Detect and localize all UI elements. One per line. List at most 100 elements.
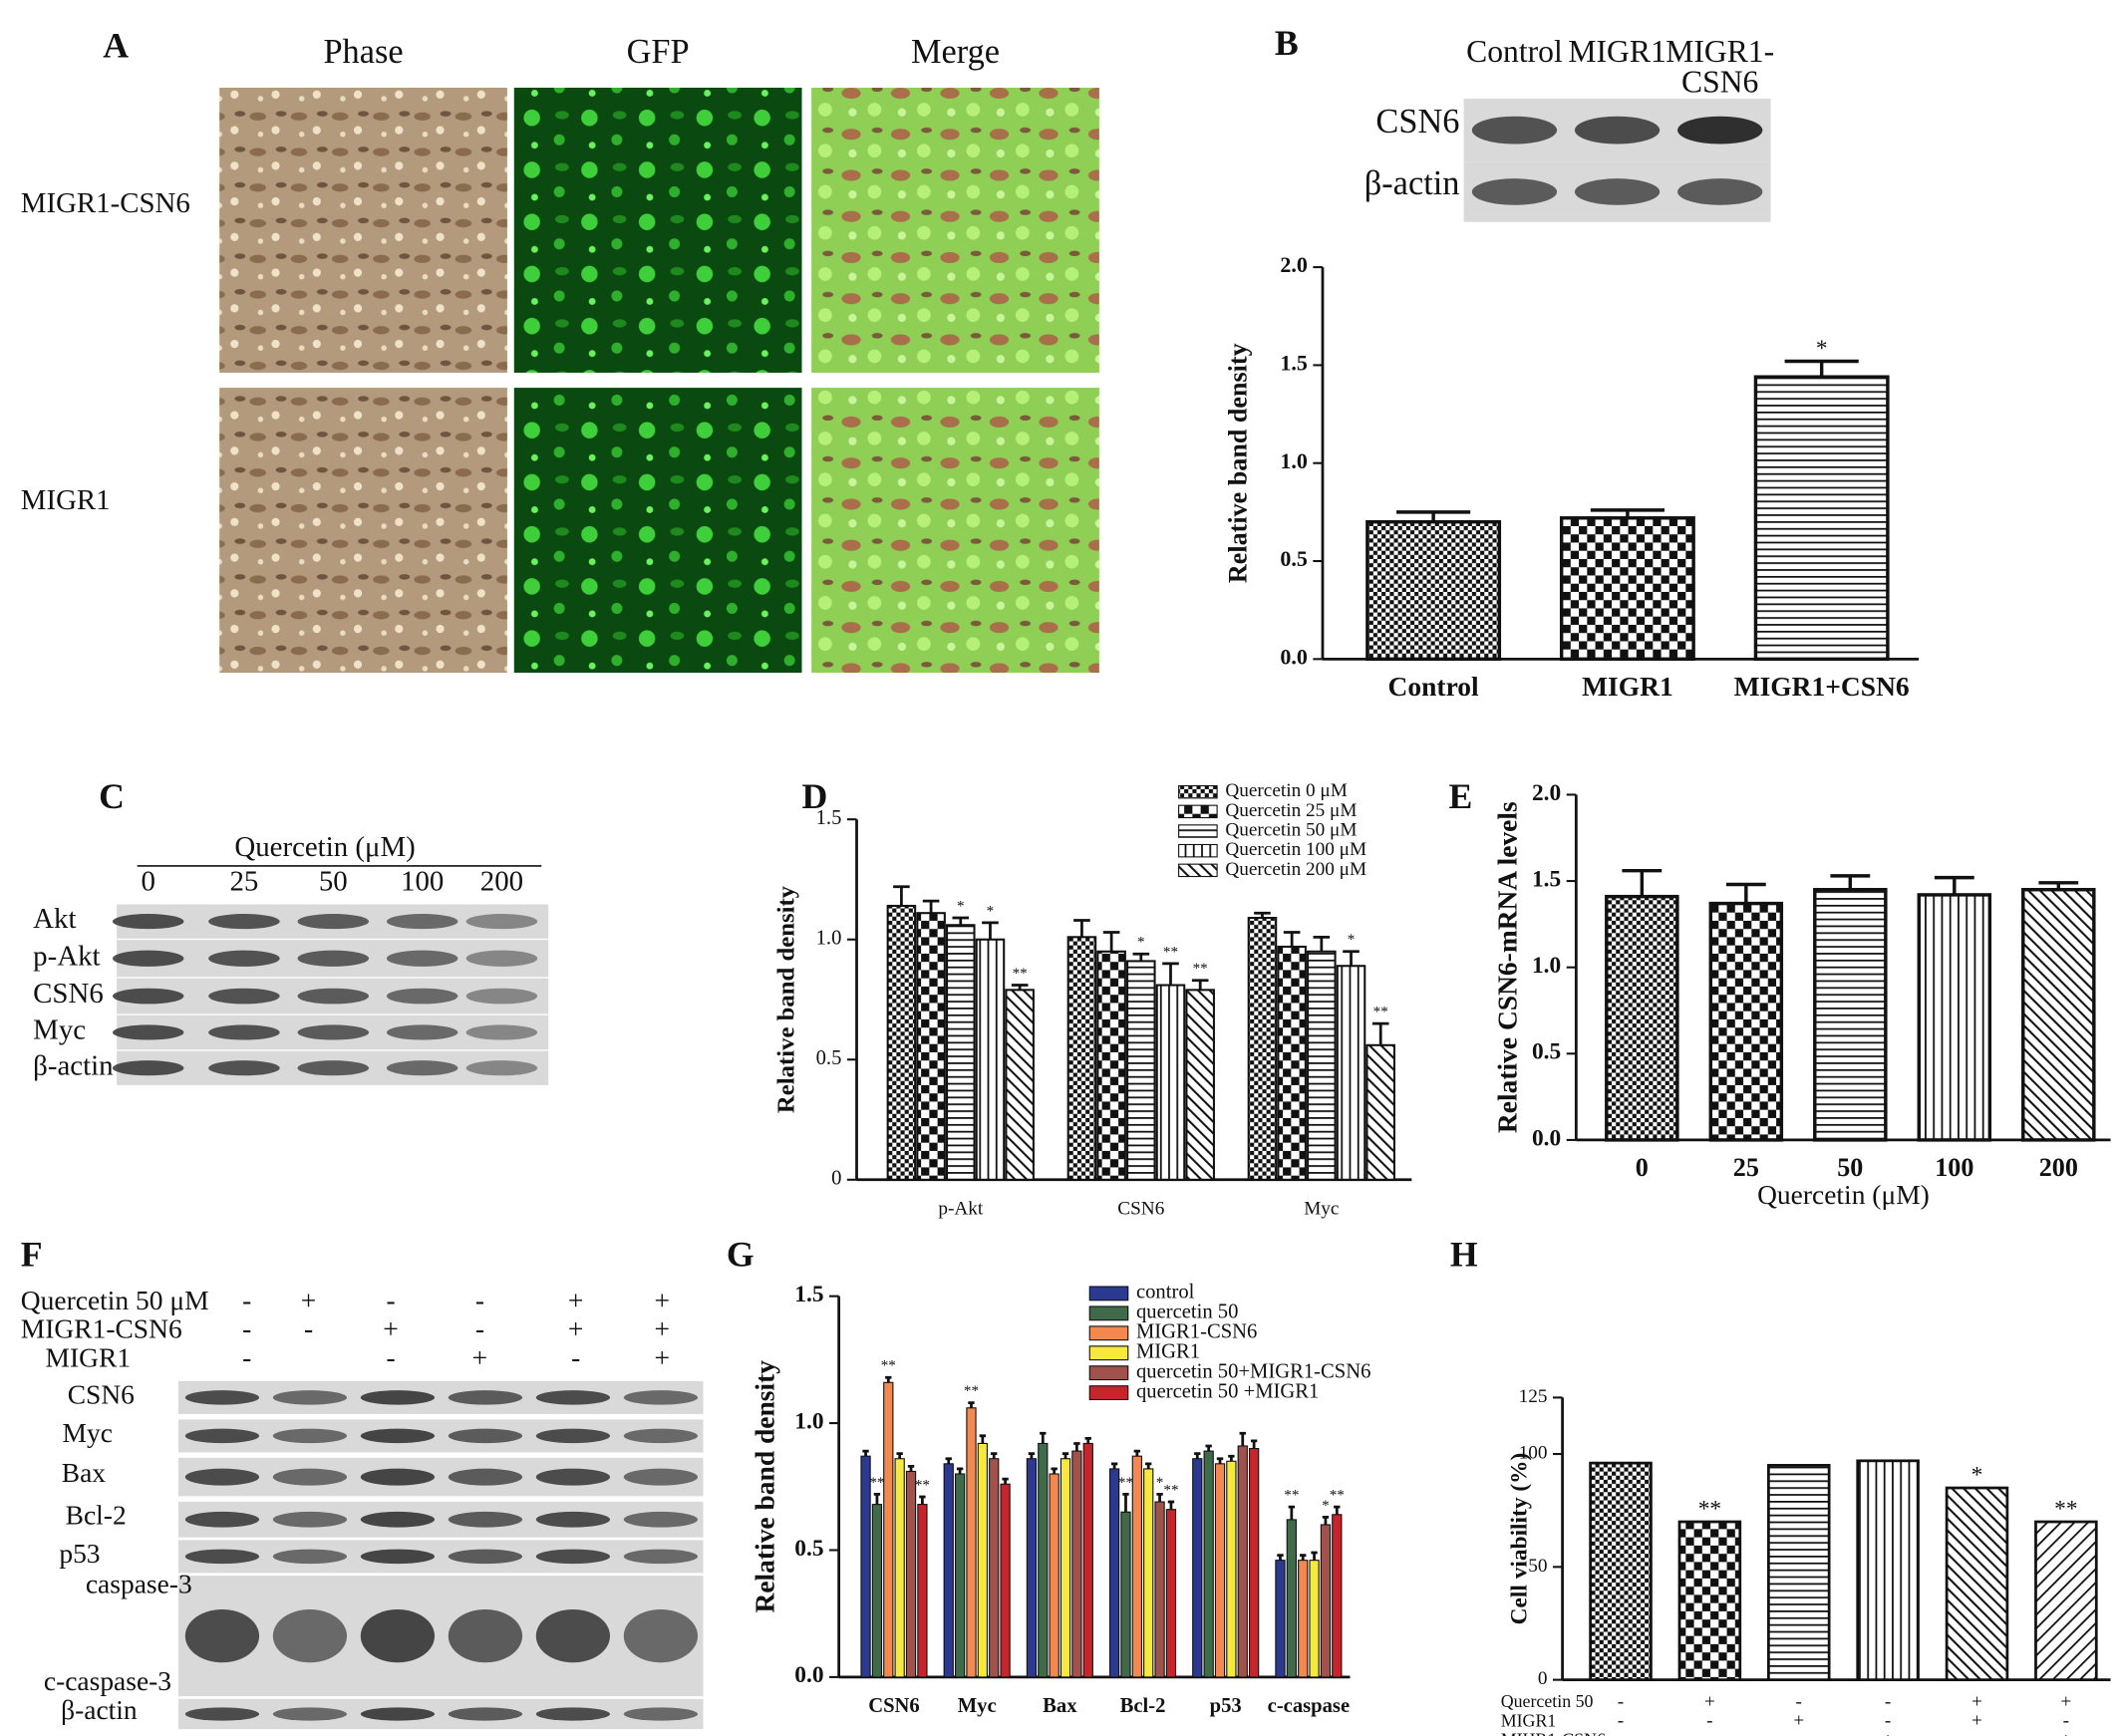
row-label: CSN6 bbox=[68, 1380, 135, 1410]
significance-label: * bbox=[1137, 935, 1145, 951]
error-bar bbox=[1228, 1454, 1235, 1462]
error-bar bbox=[873, 1493, 881, 1505]
bar bbox=[1320, 1524, 1332, 1678]
x-tick-label: Control bbox=[1388, 672, 1479, 702]
row-label: Akt bbox=[33, 903, 76, 935]
error-bar bbox=[1396, 510, 1471, 522]
error-bar bbox=[2038, 881, 2079, 890]
blot-band bbox=[623, 1390, 699, 1405]
lane-label: 200 bbox=[480, 865, 523, 897]
condition-sign: - bbox=[2063, 1711, 2069, 1732]
blot-band bbox=[386, 1060, 458, 1076]
bar bbox=[916, 912, 946, 1181]
significance-label: ** bbox=[1163, 944, 1178, 960]
legend-swatch bbox=[1178, 784, 1218, 799]
lane-label: 25 bbox=[230, 865, 259, 897]
y-tick-label: 1.0 bbox=[1532, 953, 1561, 979]
blot-band bbox=[272, 1609, 348, 1663]
blot-band bbox=[272, 1549, 348, 1565]
significance-label: ** bbox=[881, 1358, 896, 1374]
condition-label: MIGR1 bbox=[46, 1343, 132, 1373]
legend-swatch bbox=[1178, 843, 1218, 858]
condition-sign: - bbox=[571, 1343, 580, 1373]
micrograph bbox=[513, 87, 802, 373]
blot-band bbox=[272, 1390, 348, 1405]
blot-band bbox=[465, 1060, 538, 1076]
lane-label: Control bbox=[1466, 34, 1563, 69]
error-bar bbox=[1162, 962, 1179, 986]
y-tick-label: 0.0 bbox=[794, 1662, 823, 1688]
condition-sign: + bbox=[1793, 1711, 1804, 1732]
condition-sign: - bbox=[1796, 1691, 1802, 1712]
error-bar bbox=[922, 899, 940, 914]
y-tick-label: 1.5 bbox=[794, 1282, 823, 1307]
bar bbox=[1038, 1442, 1049, 1678]
legend-label: Quercetin 50 μM bbox=[1225, 819, 1357, 840]
blot-band bbox=[535, 1428, 611, 1444]
x-tick-label: p-Akt bbox=[938, 1198, 984, 1219]
lane-label: 100 bbox=[401, 865, 444, 897]
significance-label: ** bbox=[869, 1475, 884, 1491]
bar bbox=[1309, 1560, 1320, 1678]
y-axis-label: Relative band density bbox=[1223, 343, 1252, 583]
blot-band bbox=[272, 1707, 348, 1721]
condition-sign: + bbox=[2060, 1691, 2071, 1712]
x-tick-label: Bcl-2 bbox=[1120, 1695, 1166, 1717]
row-label: Myc bbox=[33, 1014, 86, 1046]
error-bar bbox=[1288, 1505, 1296, 1520]
x-tick-label: Myc bbox=[958, 1695, 997, 1717]
error-bar bbox=[1205, 1444, 1212, 1452]
condition-sign: + bbox=[472, 1343, 488, 1373]
y-tick-label: 1.0 bbox=[816, 927, 842, 949]
blot-band bbox=[184, 1468, 260, 1486]
blot-band bbox=[448, 1428, 523, 1444]
bar bbox=[905, 1470, 917, 1678]
bar bbox=[917, 1504, 928, 1678]
bar bbox=[1096, 950, 1126, 1181]
condition-sign: - bbox=[1885, 1711, 1891, 1732]
significance-label: ** bbox=[1373, 1005, 1388, 1020]
y-tick-label: 0.5 bbox=[1280, 546, 1307, 571]
blot-band bbox=[360, 1468, 436, 1486]
blot-band bbox=[208, 1024, 280, 1040]
error-bar bbox=[1311, 1551, 1318, 1561]
blot-band bbox=[272, 1428, 348, 1444]
y-tick-label: 1.0 bbox=[794, 1408, 823, 1434]
significance-label: ** bbox=[1698, 1496, 1721, 1522]
blot-band bbox=[448, 1511, 523, 1528]
error-bar bbox=[952, 916, 970, 926]
condition-label: MIHR1-CSN6 bbox=[1501, 1730, 1606, 1736]
error-bar bbox=[1051, 1467, 1058, 1475]
y-tick-label: 0.5 bbox=[816, 1047, 842, 1069]
blot-band bbox=[1574, 116, 1661, 145]
micrograph bbox=[513, 388, 802, 674]
x-tick-label: 200 bbox=[2039, 1153, 2078, 1182]
error-bar bbox=[1167, 1500, 1175, 1510]
x-tick-label: 25 bbox=[1733, 1153, 1759, 1182]
row-label: CSN6 bbox=[33, 978, 104, 1010]
error-bar bbox=[1110, 1462, 1118, 1469]
condition-label: Quercetin 50 bbox=[1501, 1691, 1594, 1711]
condition-sign: - bbox=[242, 1343, 251, 1373]
error-bar bbox=[885, 1375, 892, 1383]
bar bbox=[1237, 1445, 1248, 1678]
error-bar bbox=[1622, 868, 1663, 897]
bar bbox=[1298, 1560, 1309, 1678]
significance-label: * bbox=[1348, 932, 1356, 948]
error-bar bbox=[919, 1495, 926, 1505]
x-tick-label: Myc bbox=[1304, 1198, 1339, 1219]
error-bar bbox=[968, 1401, 975, 1408]
row-label: p-Akt bbox=[33, 940, 100, 972]
condition-sign: + bbox=[1883, 1730, 1894, 1736]
bar bbox=[894, 1458, 905, 1678]
blot-strip bbox=[177, 1380, 704, 1414]
blot-band bbox=[297, 988, 370, 1005]
legend-swatch bbox=[1088, 1325, 1129, 1341]
y-tick-label: 1.5 bbox=[1280, 350, 1307, 375]
legend-label: Quercetin 100 μM bbox=[1225, 839, 1366, 860]
y-tick-label: 2.0 bbox=[1280, 252, 1307, 277]
bar bbox=[886, 904, 917, 1181]
error-bar bbox=[1132, 952, 1150, 962]
y-tick-label: 0.0 bbox=[1532, 1125, 1561, 1151]
